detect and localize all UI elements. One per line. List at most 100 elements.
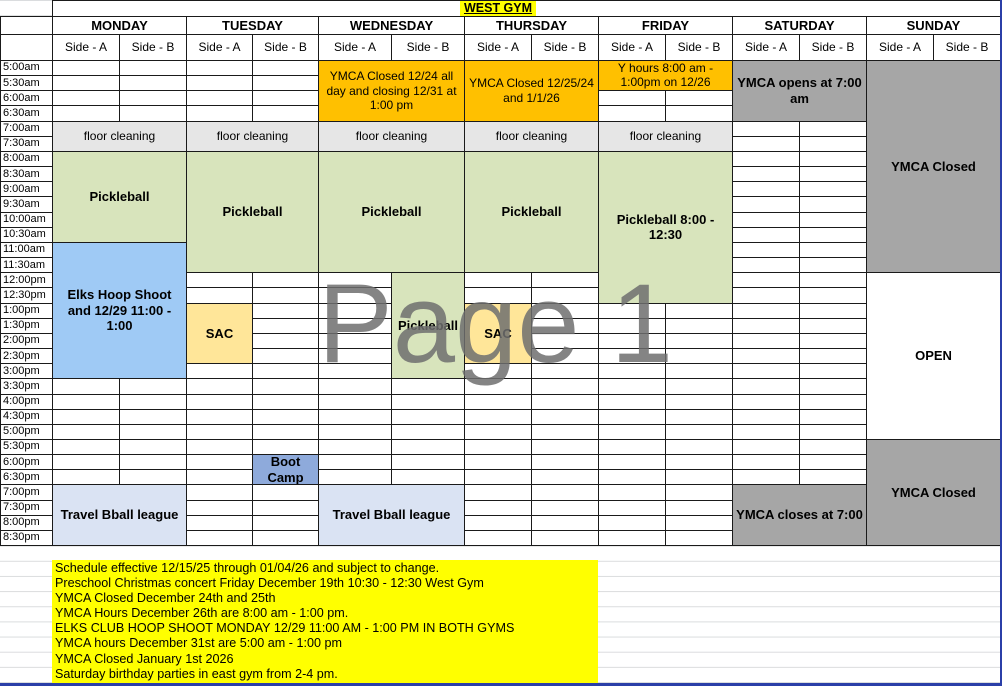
grid-cell <box>732 257 800 274</box>
grid-cell <box>119 393 187 410</box>
grid-cell <box>799 302 867 319</box>
grid-cell <box>799 332 867 350</box>
grid-cell <box>318 317 392 334</box>
grid-cell <box>598 439 666 456</box>
note-line: Preschool Christmas concert Friday Decem… <box>55 576 484 591</box>
grid-cell <box>665 514 733 531</box>
time-label: 7:00pm <box>0 484 53 501</box>
grid-cell <box>799 287 867 304</box>
grid-cell <box>531 332 599 350</box>
grid-cell <box>186 287 253 304</box>
grid-cell <box>665 529 733 547</box>
grid-cell <box>531 348 599 365</box>
grid-cell <box>732 332 800 350</box>
grid-cell <box>799 363 867 380</box>
grid-cell <box>732 287 800 304</box>
event-block: floor cleaning <box>318 120 465 152</box>
grid-cell <box>732 378 800 395</box>
grid-cell <box>665 423 733 440</box>
time-label: 6:30am <box>0 105 53 122</box>
time-label: 7:30pm <box>0 499 53 516</box>
event-block: SAC <box>186 302 253 365</box>
side-header: Side - B <box>391 34 465 61</box>
grid-cell <box>799 469 867 486</box>
grid-cell <box>732 272 800 289</box>
grid-cell <box>665 105 733 122</box>
grid-cell <box>598 408 666 425</box>
grid-cell <box>119 378 187 395</box>
day-header: MONDAY <box>52 16 187 35</box>
grid-cell <box>665 317 733 334</box>
grid-cell <box>318 439 392 456</box>
grid-cell <box>665 332 733 350</box>
grid-cell <box>531 514 599 531</box>
note-line: Saturday birthday parties in east gym fr… <box>55 666 338 681</box>
grid-cell <box>252 75 319 92</box>
grid-cell <box>732 348 800 365</box>
grid-cell <box>732 423 800 440</box>
time-label: 1:00pm <box>0 302 53 319</box>
event-block: Pickleball <box>186 150 319 274</box>
time-label: 3:30pm <box>0 378 53 395</box>
time-label: 9:30am <box>0 196 53 213</box>
grid-cell <box>186 529 253 547</box>
grid-cell <box>732 120 800 137</box>
grid-cell <box>252 272 319 289</box>
grid-cell <box>464 469 532 486</box>
grid-cell <box>464 287 532 304</box>
grid-cell <box>318 302 392 319</box>
event-block: Pickleball <box>464 150 599 274</box>
grid-cell <box>391 469 465 486</box>
grid-cell <box>531 469 599 486</box>
grid-cell <box>52 378 120 395</box>
grid-cell <box>732 150 800 168</box>
grid-cell <box>531 363 599 380</box>
grid-cell <box>665 439 733 456</box>
grid-cell <box>464 514 532 531</box>
grid-cell <box>318 348 392 365</box>
time-label: 12:00pm <box>0 272 53 289</box>
grid-cell <box>598 529 666 547</box>
grid-cell <box>799 439 867 456</box>
grid-cell <box>464 454 532 471</box>
time-label: 2:00pm <box>0 332 53 350</box>
note-line: YMCA Closed January 1st 2026 <box>55 651 234 666</box>
event-block: YMCA Closed 12/24 all day and closing 12… <box>318 60 465 122</box>
time-label: 10:30am <box>0 226 53 243</box>
side-header: Side - A <box>318 34 392 61</box>
grid-cell <box>186 90 253 107</box>
grid-cell <box>119 423 187 440</box>
grid-cell <box>732 408 800 425</box>
header-cell <box>0 34 53 61</box>
grid-cell <box>531 272 599 289</box>
grid-cell <box>732 393 800 410</box>
grid-cell <box>665 484 733 501</box>
time-label: 4:00pm <box>0 393 53 410</box>
grid-cell <box>252 105 319 122</box>
grid-cell <box>119 408 187 425</box>
side-header: Side - A <box>464 34 532 61</box>
grid-cell <box>464 363 532 380</box>
grid-cell <box>531 454 599 471</box>
grid-cell <box>318 287 392 304</box>
header-cell <box>0 16 53 35</box>
event-block: OPEN <box>866 272 1001 440</box>
grid-cell <box>598 454 666 471</box>
day-header: FRIDAY <box>598 16 733 35</box>
sheet-title: WEST GYM <box>460 1 536 16</box>
grid-cell <box>464 499 532 516</box>
grid-cell <box>186 454 253 471</box>
grid-cell <box>799 120 867 137</box>
grid-cell <box>464 272 532 289</box>
grid-cell <box>598 348 666 365</box>
grid-cell <box>799 378 867 395</box>
time-label: 10:00am <box>0 211 53 228</box>
grid-cell <box>732 302 800 319</box>
event-block: floor cleaning <box>186 120 319 152</box>
day-header: SATURDAY <box>732 16 867 35</box>
event-block: Travel Bball league <box>52 484 187 547</box>
grid-cell <box>799 423 867 440</box>
grid-cell <box>252 499 319 516</box>
grid-cell <box>318 378 392 395</box>
time-label: 7:00am <box>0 120 53 137</box>
